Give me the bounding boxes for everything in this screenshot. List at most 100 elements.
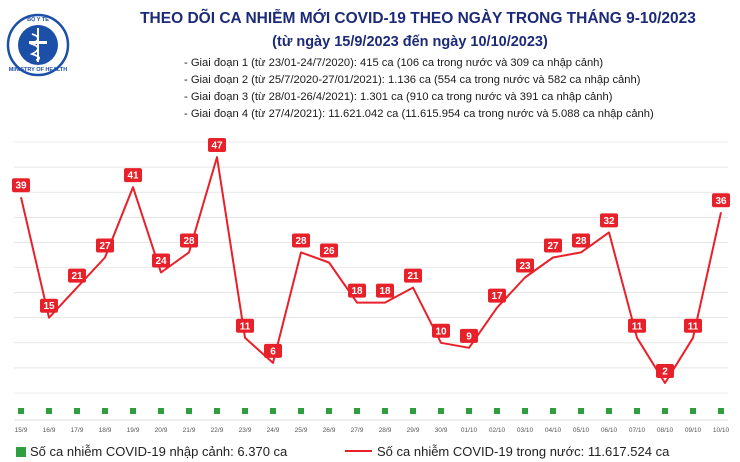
data-label: 10 xyxy=(435,326,447,337)
phase-note-4: - Giai đoạn 4 (từ 27/4/2021): 11.621.042… xyxy=(184,108,654,120)
data-label-box xyxy=(68,268,86,283)
data-label: 11 xyxy=(240,321,251,332)
data-label-box xyxy=(152,253,170,268)
x-tick-label: 05/10 xyxy=(573,427,590,434)
data-label-box xyxy=(12,178,30,193)
x-tick-label: 02/10 xyxy=(489,427,506,434)
x-tick-label: 15/9 xyxy=(15,427,28,434)
chart-title: THEO DÕI CA NHIỄM MỚI COVID-19 THEO NGÀY… xyxy=(140,9,696,27)
data-label: 9 xyxy=(466,331,472,342)
import-marker xyxy=(130,408,136,414)
legend-domestic-label: Số ca nhiễm COVID-19 trong nước: 11.617.… xyxy=(377,444,670,459)
import-marker xyxy=(102,408,108,414)
x-tick-label: 01/10 xyxy=(461,427,478,434)
import-marker xyxy=(158,408,164,414)
import-marker xyxy=(326,408,332,414)
phase-note-3: - Giai đoạn 3 (từ 28/01-26/4/2021): 1.30… xyxy=(184,91,613,103)
data-label-box xyxy=(600,213,618,228)
x-tick-label: 27/9 xyxy=(351,427,364,434)
x-tick-label: 22/9 xyxy=(211,427,224,434)
import-marker xyxy=(578,408,584,414)
data-label: 27 xyxy=(547,241,559,252)
x-tick-label: 08/10 xyxy=(657,427,674,434)
data-label: 27 xyxy=(99,241,111,252)
data-label-box xyxy=(712,193,730,208)
import-marker xyxy=(74,408,80,414)
x-tick-label: 17/9 xyxy=(71,427,84,434)
caduceus-icon xyxy=(29,28,47,62)
x-tick-label: 03/10 xyxy=(517,427,534,434)
data-label-box xyxy=(348,283,366,298)
legend: Số ca nhiễm COVID-19 nhập cảnh: 6.370 ca… xyxy=(16,444,670,459)
domestic-line xyxy=(20,156,722,384)
import-marker xyxy=(242,408,248,414)
x-tick-label: 18/9 xyxy=(99,427,112,434)
data-label: 11 xyxy=(632,321,643,332)
x-tick-label: 16/9 xyxy=(43,427,56,434)
import-marker xyxy=(298,408,304,414)
import-series xyxy=(18,408,724,414)
x-tick-label: 06/10 xyxy=(601,427,618,434)
data-label-box xyxy=(516,258,534,273)
data-label-box xyxy=(320,243,338,258)
x-tick-label: 23/9 xyxy=(239,427,252,434)
data-label-box xyxy=(40,298,58,313)
data-label: 36 xyxy=(715,196,727,207)
x-tick-label: 28/9 xyxy=(379,427,392,434)
data-label: 21 xyxy=(71,271,83,282)
gridlines xyxy=(14,141,728,421)
import-marker xyxy=(46,408,52,414)
data-label-box xyxy=(208,138,226,153)
import-marker xyxy=(494,408,500,414)
chart-subtitle: (từ ngày 15/9/2023 đến ngày 10/10/2023) xyxy=(272,34,548,50)
data-label: 2 xyxy=(662,366,668,377)
legend-import-label: Số ca nhiễm COVID-19 nhập cảnh: 6.370 ca xyxy=(30,444,288,459)
import-marker xyxy=(18,408,24,414)
data-label: 6 xyxy=(270,346,276,357)
import-marker xyxy=(718,408,724,414)
x-tick-label: 19/9 xyxy=(127,427,140,434)
data-label-box xyxy=(628,318,646,333)
data-label: 21 xyxy=(407,271,419,282)
x-tick-label: 24/9 xyxy=(267,427,280,434)
data-label: 47 xyxy=(211,141,223,152)
data-label: 28 xyxy=(295,236,307,247)
import-marker xyxy=(690,408,696,414)
data-label: 28 xyxy=(575,236,587,247)
import-marker xyxy=(550,408,556,414)
data-label-box xyxy=(488,288,506,303)
data-label-box xyxy=(292,233,310,248)
x-tick-label: 07/10 xyxy=(629,427,646,434)
data-label: 17 xyxy=(491,291,503,302)
data-label: 28 xyxy=(183,236,195,247)
data-label: 39 xyxy=(15,181,27,192)
import-marker xyxy=(270,408,276,414)
x-tick-label: 04/10 xyxy=(545,427,562,434)
x-tick-label: 29/9 xyxy=(407,427,420,434)
import-marker xyxy=(606,408,612,414)
data-label: 26 xyxy=(323,246,335,257)
x-tick-label: 26/9 xyxy=(323,427,336,434)
data-label-box xyxy=(404,268,422,283)
data-label: 11 xyxy=(688,321,699,332)
x-tick-label: 09/10 xyxy=(685,427,702,434)
import-marker xyxy=(354,408,360,414)
import-marker xyxy=(466,408,472,414)
data-label-box xyxy=(96,238,114,253)
data-label: 32 xyxy=(603,216,615,227)
data-labels: 39 15 21 27 41 24 28 47 11 6 28 26 18 18 21 10 9 17 23 27 28… xyxy=(12,138,730,378)
data-label-box xyxy=(656,363,674,378)
data-label-box xyxy=(264,343,282,358)
logo-bottom-text: MINISTRY OF HEALTH xyxy=(9,67,68,73)
data-label-box xyxy=(124,168,142,183)
data-label: 18 xyxy=(351,286,363,297)
data-label-box xyxy=(572,233,590,248)
data-label: 18 xyxy=(379,286,391,297)
x-tick-label: 30/9 xyxy=(435,427,448,434)
import-marker xyxy=(214,408,220,414)
x-axis-ticks: 15/9 16/9 17/9 18/9 19/9 20/9 21/9 22/9 23/9 24/9… xyxy=(15,427,730,434)
data-label-box xyxy=(544,238,562,253)
data-label: 41 xyxy=(127,171,139,182)
ministry-logo: BỘ Y TẾ MINISTRY OF HEALTH xyxy=(6,13,70,77)
